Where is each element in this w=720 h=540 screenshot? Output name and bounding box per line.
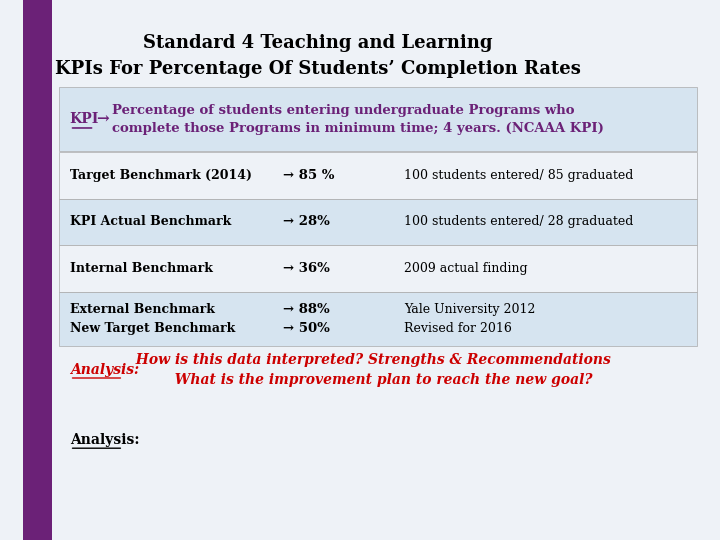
FancyBboxPatch shape xyxy=(59,199,697,245)
Text: 2009 actual finding: 2009 actual finding xyxy=(404,262,528,275)
Text: KPIs For Percentage Of Students’ Completion Rates: KPIs For Percentage Of Students’ Complet… xyxy=(55,60,581,78)
Text: → 28%: → 28% xyxy=(282,215,329,228)
Text: 100 students entered/ 85 graduated: 100 students entered/ 85 graduated xyxy=(404,169,634,182)
Text: 100 students entered/ 28 graduated: 100 students entered/ 28 graduated xyxy=(404,215,634,228)
FancyBboxPatch shape xyxy=(59,245,697,292)
Text: External Benchmark
New Target Benchmark: External Benchmark New Target Benchmark xyxy=(70,302,235,335)
Text: Internal Benchmark: Internal Benchmark xyxy=(70,262,212,275)
Text: → 85 %: → 85 % xyxy=(282,169,334,182)
Text: Target Benchmark (2014): Target Benchmark (2014) xyxy=(70,169,252,182)
Text: Yale University 2012
Revised for 2016: Yale University 2012 Revised for 2016 xyxy=(404,302,536,335)
Text: → 88%
→ 50%: → 88% → 50% xyxy=(282,302,329,335)
Text: KPI Actual Benchmark: KPI Actual Benchmark xyxy=(70,215,231,228)
FancyBboxPatch shape xyxy=(59,87,697,151)
Text: Analysis:: Analysis: xyxy=(70,363,139,377)
Text: →: → xyxy=(96,112,109,126)
FancyBboxPatch shape xyxy=(59,292,697,346)
Text: How is this data interpreted? Strengths & Recommendations
          What is the : How is this data interpreted? Strengths … xyxy=(126,353,611,387)
Text: Analysis:: Analysis: xyxy=(70,433,139,447)
FancyBboxPatch shape xyxy=(23,0,52,540)
Text: KPI: KPI xyxy=(70,112,99,126)
Text: Standard 4 Teaching and Learning: Standard 4 Teaching and Learning xyxy=(143,34,493,52)
Text: → 36%: → 36% xyxy=(282,262,329,275)
Text: Percentage of students entering undergraduate Programs who
complete those Progra: Percentage of students entering undergra… xyxy=(112,104,604,135)
FancyBboxPatch shape xyxy=(59,152,697,199)
